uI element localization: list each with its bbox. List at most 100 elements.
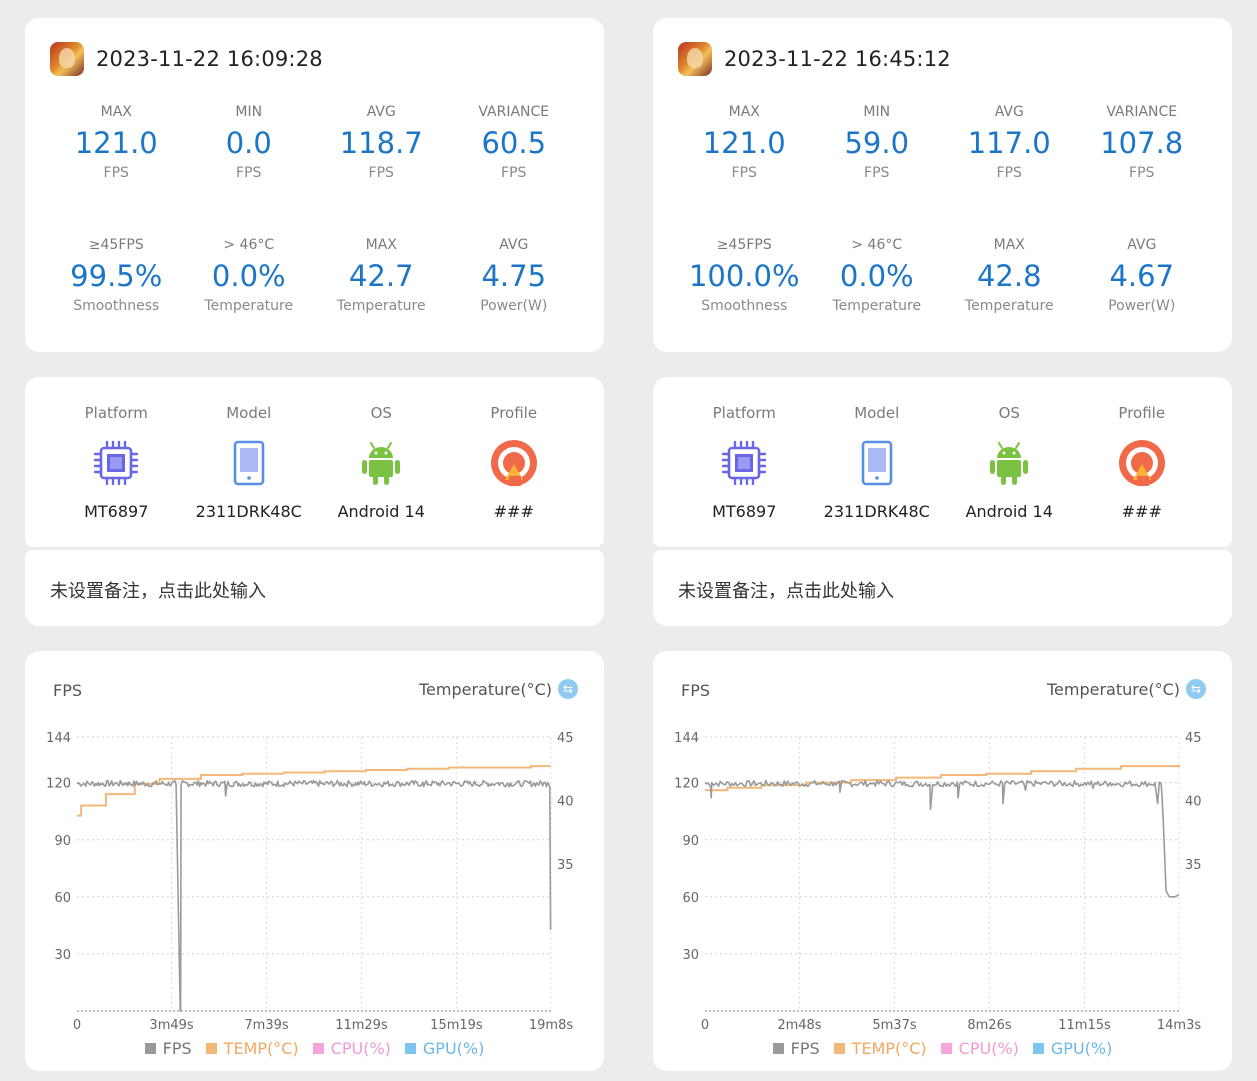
stat-unit: FPS xyxy=(103,165,129,181)
device-value: Android 14 xyxy=(337,502,425,521)
summary-card[interactable]: 2023-11-22 16:09:28 MAX 121.0 FPS MIN 0.0 FP… xyxy=(25,18,604,352)
stat-max-temp: MAX 42.8 Temperature xyxy=(943,237,1076,314)
device-profile: Profile ### xyxy=(1076,404,1209,521)
stat-unit: Temperature xyxy=(832,298,922,314)
phone-icon xyxy=(811,436,944,490)
legend-gpu[interactable]: GPU(%) xyxy=(404,1039,485,1058)
legend-temp[interactable]: TEMP(°C) xyxy=(205,1039,299,1058)
session-header: 2023-11-22 16:45:12 xyxy=(678,42,951,76)
x-tick-label: 14m3s xyxy=(1157,1018,1201,1031)
note-card[interactable]: 未设置备注，点击此处输入 xyxy=(653,550,1232,626)
stat-value: 4.67 xyxy=(1109,259,1175,293)
x-tick-label: 11m15s xyxy=(1058,1018,1111,1031)
chart-card: FPS Temperature(°C) ⇆ 30 60 90 120 144 35 40 45… xyxy=(653,651,1232,1071)
chart-legend: FPS TEMP(°C) CPU(%) GPU(%) xyxy=(25,1039,604,1058)
y2-tick-label: 45 xyxy=(557,731,574,746)
device-value: 2311DRK48C xyxy=(823,502,930,521)
legend-label: TEMP(°C) xyxy=(851,1039,927,1058)
stat-value: 117.0 xyxy=(967,126,1051,160)
chip-icon xyxy=(50,436,183,490)
y-tick-label: 144 xyxy=(46,731,71,746)
summary-card[interactable]: 2023-11-22 16:45:12 MAX 121.0 FPS MIN 59.0 F… xyxy=(653,18,1232,352)
legend-cpu[interactable]: CPU(%) xyxy=(940,1039,1019,1058)
y-tick-label: 30 xyxy=(54,948,71,963)
session-timestamp: 2023-11-22 16:09:28 xyxy=(96,47,323,71)
swap-axis-icon[interactable]: ⇆ xyxy=(558,679,578,699)
x-tick-label: 8m26s xyxy=(967,1018,1011,1031)
stat-label: > 46°C xyxy=(851,237,903,253)
legend-temp[interactable]: TEMP(°C) xyxy=(833,1039,927,1058)
y2-tick-label: 40 xyxy=(557,794,574,809)
device-profile: Profile ### xyxy=(448,404,581,521)
y-tick-label: 60 xyxy=(54,891,71,906)
chart-temp-title: Temperature(°C) xyxy=(418,679,552,699)
legend-swatch xyxy=(205,1043,217,1054)
x-tick-label: 11m29s xyxy=(335,1018,388,1031)
device-platform: Platform MT6897 xyxy=(50,404,183,521)
x-tick-label: 0 xyxy=(73,1018,81,1031)
chart-right-axis-title: Temperature(°C) ⇆ xyxy=(419,679,578,699)
stat-label: MIN xyxy=(863,104,891,120)
stat-max-fps: MAX 121.0 FPS xyxy=(678,104,811,181)
legend-label: FPS xyxy=(790,1039,820,1058)
note-input[interactable]: 未设置备注，点击此处输入 xyxy=(50,581,266,602)
stat-min-fps: MIN 0.0 FPS xyxy=(183,104,316,181)
stat-label: AVG xyxy=(994,104,1024,120)
stat-unit: FPS xyxy=(864,165,890,181)
device-label: Platform xyxy=(712,404,776,422)
legend-label: FPS xyxy=(162,1039,192,1058)
stat-unit: Power(W) xyxy=(480,298,548,314)
fps-temperature-chart: 30 60 90 120 144 35 40 45 0 2m48s 5m37s 8m26s 11m15s… xyxy=(674,731,1202,1031)
profile-gauge-icon xyxy=(1076,436,1209,490)
stat-unit: Temperature xyxy=(336,298,426,314)
legend-gpu[interactable]: GPU(%) xyxy=(1032,1039,1113,1058)
y-tick-label: 120 xyxy=(674,777,699,792)
legend-swatch xyxy=(1032,1043,1044,1054)
stat-max-temp: MAX 42.7 Temperature xyxy=(315,237,448,314)
device-value: ### xyxy=(1121,502,1162,521)
stat-over-temp: > 46°C 0.0% Temperature xyxy=(811,237,944,314)
device-value: MT6897 xyxy=(712,502,777,521)
y2-tick-label: 45 xyxy=(1185,731,1202,746)
swap-axis-icon[interactable]: ⇆ xyxy=(1186,679,1206,699)
device-label: OS xyxy=(370,404,392,422)
stat-label: VARIANCE xyxy=(478,104,550,120)
y-tick-label: 60 xyxy=(682,891,699,906)
stat-value: 107.8 xyxy=(1100,126,1184,160)
legend-swatch xyxy=(404,1043,416,1054)
device-label: Model xyxy=(226,404,272,422)
chart-card: FPS Temperature(°C) ⇆ 30 60 90 120 144 35 40 45… xyxy=(25,651,604,1071)
legend-label: GPU(%) xyxy=(1050,1039,1113,1058)
stat-label: MAX xyxy=(993,237,1025,253)
fps-stats-row: MAX 121.0 FPS MIN 59.0 FPS AVG 117.0 FPS VARIA… xyxy=(678,104,1208,181)
session-column-1: 2023-11-22 16:09:28 MAX 121.0 FPS MIN 0.0 FP… xyxy=(25,18,604,1071)
stat-unit: Smoothness xyxy=(73,298,160,314)
stat-smoothness: ≥45FPS 100.0% Smoothness xyxy=(678,237,811,314)
note-card[interactable]: 未设置备注，点击此处输入 xyxy=(25,550,604,626)
device-os: OS Android 14 xyxy=(315,404,448,521)
legend-fps[interactable]: FPS xyxy=(772,1039,820,1058)
device-label: Model xyxy=(854,404,900,422)
x-tick-label: 5m37s xyxy=(872,1018,916,1031)
stat-label: ≥45FPS xyxy=(716,237,772,253)
stat-label: > 46°C xyxy=(223,237,275,253)
note-input[interactable]: 未设置备注，点击此处输入 xyxy=(678,581,894,602)
x-tick-label: 19m8s xyxy=(529,1018,573,1031)
x-tick-label: 15m19s xyxy=(430,1018,483,1031)
android-icon xyxy=(315,436,448,490)
legend-fps[interactable]: FPS xyxy=(144,1039,192,1058)
stat-value: 60.5 xyxy=(481,126,547,160)
stat-value: 0.0% xyxy=(211,259,286,293)
quality-stats-row: ≥45FPS 99.5% Smoothness > 46°C 0.0% Temperat… xyxy=(50,237,580,314)
stat-max-fps: MAX 121.0 FPS xyxy=(50,104,183,181)
game-icon xyxy=(678,42,712,76)
stat-value: 121.0 xyxy=(702,126,786,160)
device-os: OS Android 14 xyxy=(943,404,1076,521)
stat-label: MAX xyxy=(365,237,397,253)
legend-label: GPU(%) xyxy=(422,1039,485,1058)
stat-unit: FPS xyxy=(501,165,527,181)
device-value: Android 14 xyxy=(965,502,1053,521)
legend-cpu[interactable]: CPU(%) xyxy=(312,1039,391,1058)
stat-label: AVG xyxy=(1127,237,1157,253)
stat-unit: Temperature xyxy=(964,298,1054,314)
